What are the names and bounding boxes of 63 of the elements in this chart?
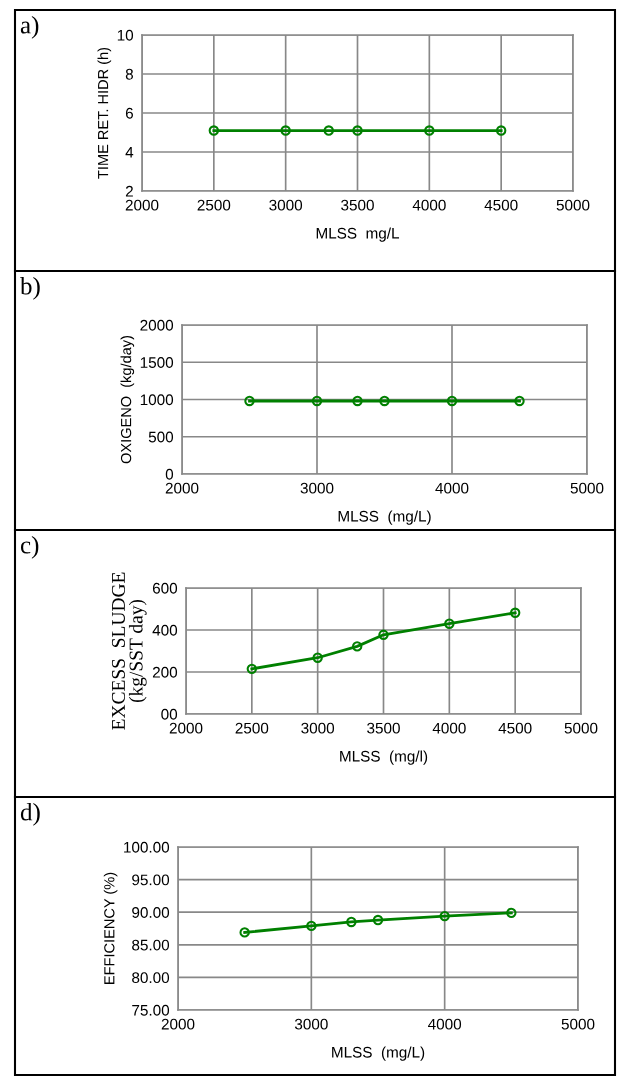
y-tick-label: 85.00	[132, 939, 170, 951]
x-axis-title: MLSS (mg/l)	[340, 750, 428, 765]
y-tick-label: 200	[152, 666, 178, 678]
y-tick-label: 1000	[140, 394, 174, 406]
x-tick-label: 5000	[570, 482, 604, 494]
x-tick-label: 4000	[428, 1018, 462, 1030]
y-tick-label: 8	[125, 68, 133, 80]
x-tick-label: 3500	[341, 199, 374, 211]
y-tick-label: 400	[152, 624, 178, 636]
x-tick-label: 5000	[556, 199, 590, 211]
x-tick-label: 3000	[301, 722, 335, 734]
y-tick-label: 00	[161, 708, 178, 720]
x-tick-label: 3000	[300, 482, 334, 494]
y-tick-label: 6	[125, 107, 133, 119]
x-axis-title: MLSS (mg/L)	[338, 510, 431, 525]
point	[246, 663, 258, 675]
y-axis-title: EXCESS SLUDGE (kg/SST day)	[111, 572, 147, 730]
y-tick-label: 500	[148, 431, 174, 443]
x-tick-label: 5000	[564, 722, 598, 734]
x-axis-title: MLSS mg/L	[316, 227, 400, 242]
point	[444, 618, 455, 629]
point	[239, 927, 250, 938]
y-axis-title: EFFICIENCY (%)	[103, 872, 118, 984]
y-tick-label: 1500	[140, 357, 174, 368]
x-tick-label: 4000	[412, 199, 446, 211]
x-tick-label: 5000	[561, 1018, 595, 1030]
text: c)	[20, 536, 39, 559]
x-tick-label: 3500	[367, 722, 400, 734]
y-tick-label: 600	[152, 582, 178, 594]
x-axis-title: MLSS (mg/L)	[332, 1046, 425, 1061]
y-tick-label: 100.00	[124, 841, 170, 853]
point	[346, 916, 357, 928]
point	[509, 607, 521, 618]
y-tick-label: 2000	[140, 319, 174, 331]
point	[372, 914, 384, 926]
x-tick-label: 4000	[432, 722, 466, 734]
y-tick-label: 90.00	[132, 907, 170, 918]
y-tick-label: 80.00	[132, 972, 170, 984]
point	[378, 629, 389, 641]
x-tick-label: 2000	[169, 722, 203, 734]
text: a)	[20, 16, 39, 39]
text: d)	[20, 803, 40, 826]
point	[439, 910, 450, 922]
x-tick-label: 3000	[294, 1018, 328, 1030]
y-tick-label: 95.00	[132, 874, 170, 886]
y-tick-label: 4	[125, 147, 134, 158]
y-tick-label: 0	[165, 468, 174, 480]
point	[506, 907, 517, 919]
y-tick-label: 2	[125, 185, 133, 197]
y-axis-title: TIME RET. HIDR (h)	[97, 47, 112, 179]
y-axis-title: OXIGENO (kg/day)	[120, 335, 135, 464]
x-tick-label: 4500	[498, 722, 532, 734]
x-tick-label: 2500	[197, 199, 231, 211]
point	[312, 652, 323, 663]
point	[306, 920, 317, 932]
y-tick-label: 75.00	[132, 1004, 170, 1016]
point	[351, 641, 363, 652]
text: b)	[20, 277, 40, 300]
x-tick-label: 4000	[435, 482, 469, 494]
x-tick-label: 3000	[269, 199, 303, 211]
x-tick-label: 4500	[484, 199, 518, 211]
y-tick-label: 10	[117, 29, 134, 41]
x-tick-label: 2500	[235, 722, 269, 734]
